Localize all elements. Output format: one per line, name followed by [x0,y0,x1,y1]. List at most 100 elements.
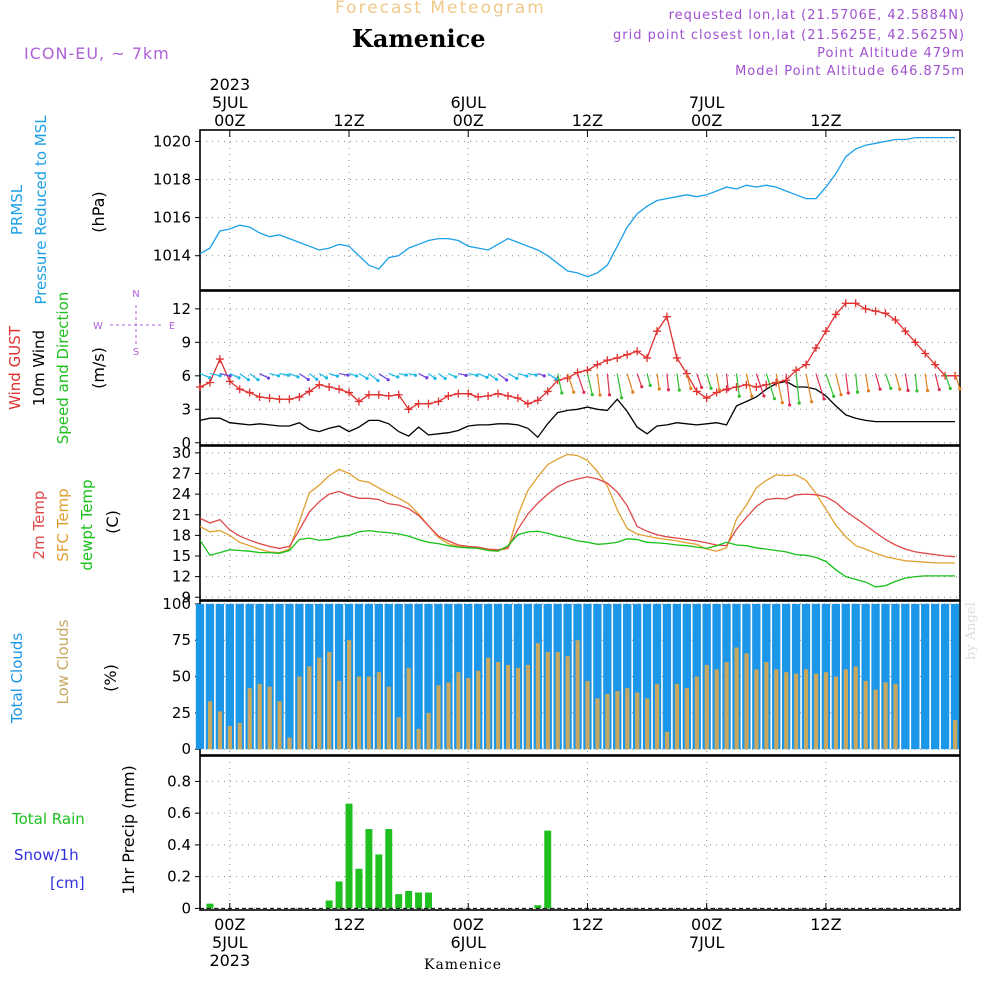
y-tick-label: 0.4 [167,836,191,854]
wind-arrow-head [425,376,429,380]
bottom-time-label: 12Z [333,915,364,934]
total-cloud-bar [613,603,622,750]
gust-marker [484,391,493,400]
title-snow-unit: [cm] [50,874,85,892]
low-cloud-bar [585,680,590,750]
rain-bar [425,892,432,909]
y-tick-label: 0.8 [167,772,191,790]
wind-arrow-head [335,374,339,378]
low-cloud-bar [774,669,779,750]
wind-arrow [944,373,951,389]
gust-marker [265,394,274,403]
y-tick-label: 9 [181,588,191,606]
low-cloud-bar [426,712,431,750]
wind-arrow [815,373,825,400]
total-cloud-bar [364,603,374,750]
wind-arrow-head [889,386,893,390]
top-time-label: 00Z [453,111,484,130]
total-cloud-bar [414,603,423,750]
gust-marker [911,338,920,347]
title-sfc: SFC Temp [54,488,72,561]
rain-bar [355,868,363,909]
bottom-time-label: 12Z [810,915,841,934]
wind-arrow [725,373,729,390]
wind-arrow-head [677,388,681,392]
wind-arrow-head [485,375,489,379]
wind-arrow [656,373,660,390]
wind-arrow [785,373,791,406]
wind-arrow [646,373,651,386]
wind-arrow-head [925,389,930,393]
gust-marker [295,393,304,402]
title-low-clouds: Low Clouds [54,619,72,704]
y-tick-label: 0 [181,899,191,917]
low-cloud-bar [307,666,312,750]
low-cloud-bar [625,688,630,750]
wind-arrow [954,373,961,390]
gust-marker [931,360,940,369]
top-time-label: 6JUL [450,93,486,112]
low-cloud-bar [674,683,680,750]
y-tick-label: 6 [181,367,191,385]
wind-arrow-head [218,374,222,378]
bottom-time-label: 5JUL [212,933,248,952]
wind-arrow [706,373,712,389]
y-tick-label: 0.6 [167,804,191,822]
gust-marker [404,405,413,414]
wind-arrow-head [666,388,671,392]
gust-marker [921,349,930,358]
rain-bar [375,854,383,909]
rain-bar [335,881,343,909]
rain-bar [544,830,552,909]
gust-marker [553,376,562,385]
forecast-title: Forecast Meteogram [335,0,546,18]
wind-arrow-head [296,375,300,379]
gust-marker [861,304,870,313]
low-cloud-bar [545,651,550,750]
title-snow: Snow/1h [14,846,79,864]
wind-arrow-head [689,387,693,391]
title-gust: Wind GUST [6,325,24,410]
point-altitude: Point Altitude 479m [817,46,965,61]
gust-marker [702,394,711,403]
wind-arrow-head [515,376,519,380]
y-tick-label: 1014 [153,247,191,265]
wind-arrow [765,373,776,399]
y-tick-label: 100 [162,595,191,613]
wind-arrow-head [762,394,766,398]
wind-arrow [586,373,593,395]
total-cloud-bar [692,603,701,750]
compass-w: W [93,321,103,332]
bottom-time-label: 00Z [453,915,484,934]
wind-arrow-head [866,389,871,393]
wind-arrow [874,373,881,390]
wind-arrow-head [590,393,594,397]
total-cloud-bar [891,603,900,750]
gust-marker [692,387,701,396]
gust-marker [533,396,542,405]
gust-marker [752,382,761,391]
top-time-label: 12Z [810,111,841,130]
wind-arrow-head [464,373,468,377]
low-cloud-bar [754,669,759,750]
wind-arrow-head [237,376,241,380]
wind-arrow [299,373,309,380]
bottom-time-label: 7JUL [689,933,725,952]
model-label: ICON-EU, ~ 7km [24,44,170,63]
total-cloud-bar [384,603,393,750]
wind-arrow [914,373,918,391]
low-cloud-bar [237,723,242,750]
rain-bar [395,894,403,909]
rain-bar [405,890,413,909]
wind-arrow-head [386,378,390,382]
gust-marker [384,391,393,400]
y-tick-label: 75 [172,631,191,649]
y-tick-label: 0.2 [167,868,191,886]
title-t2m: 2m Temp [30,491,48,560]
wind-arrow-head [620,396,624,400]
wind-arrow [636,373,643,387]
title-wind-dir: Speed and Direction [54,292,72,445]
low-cloud-bar [247,688,252,750]
ylabel-precip: 1hr Precip (mm) [119,765,138,895]
